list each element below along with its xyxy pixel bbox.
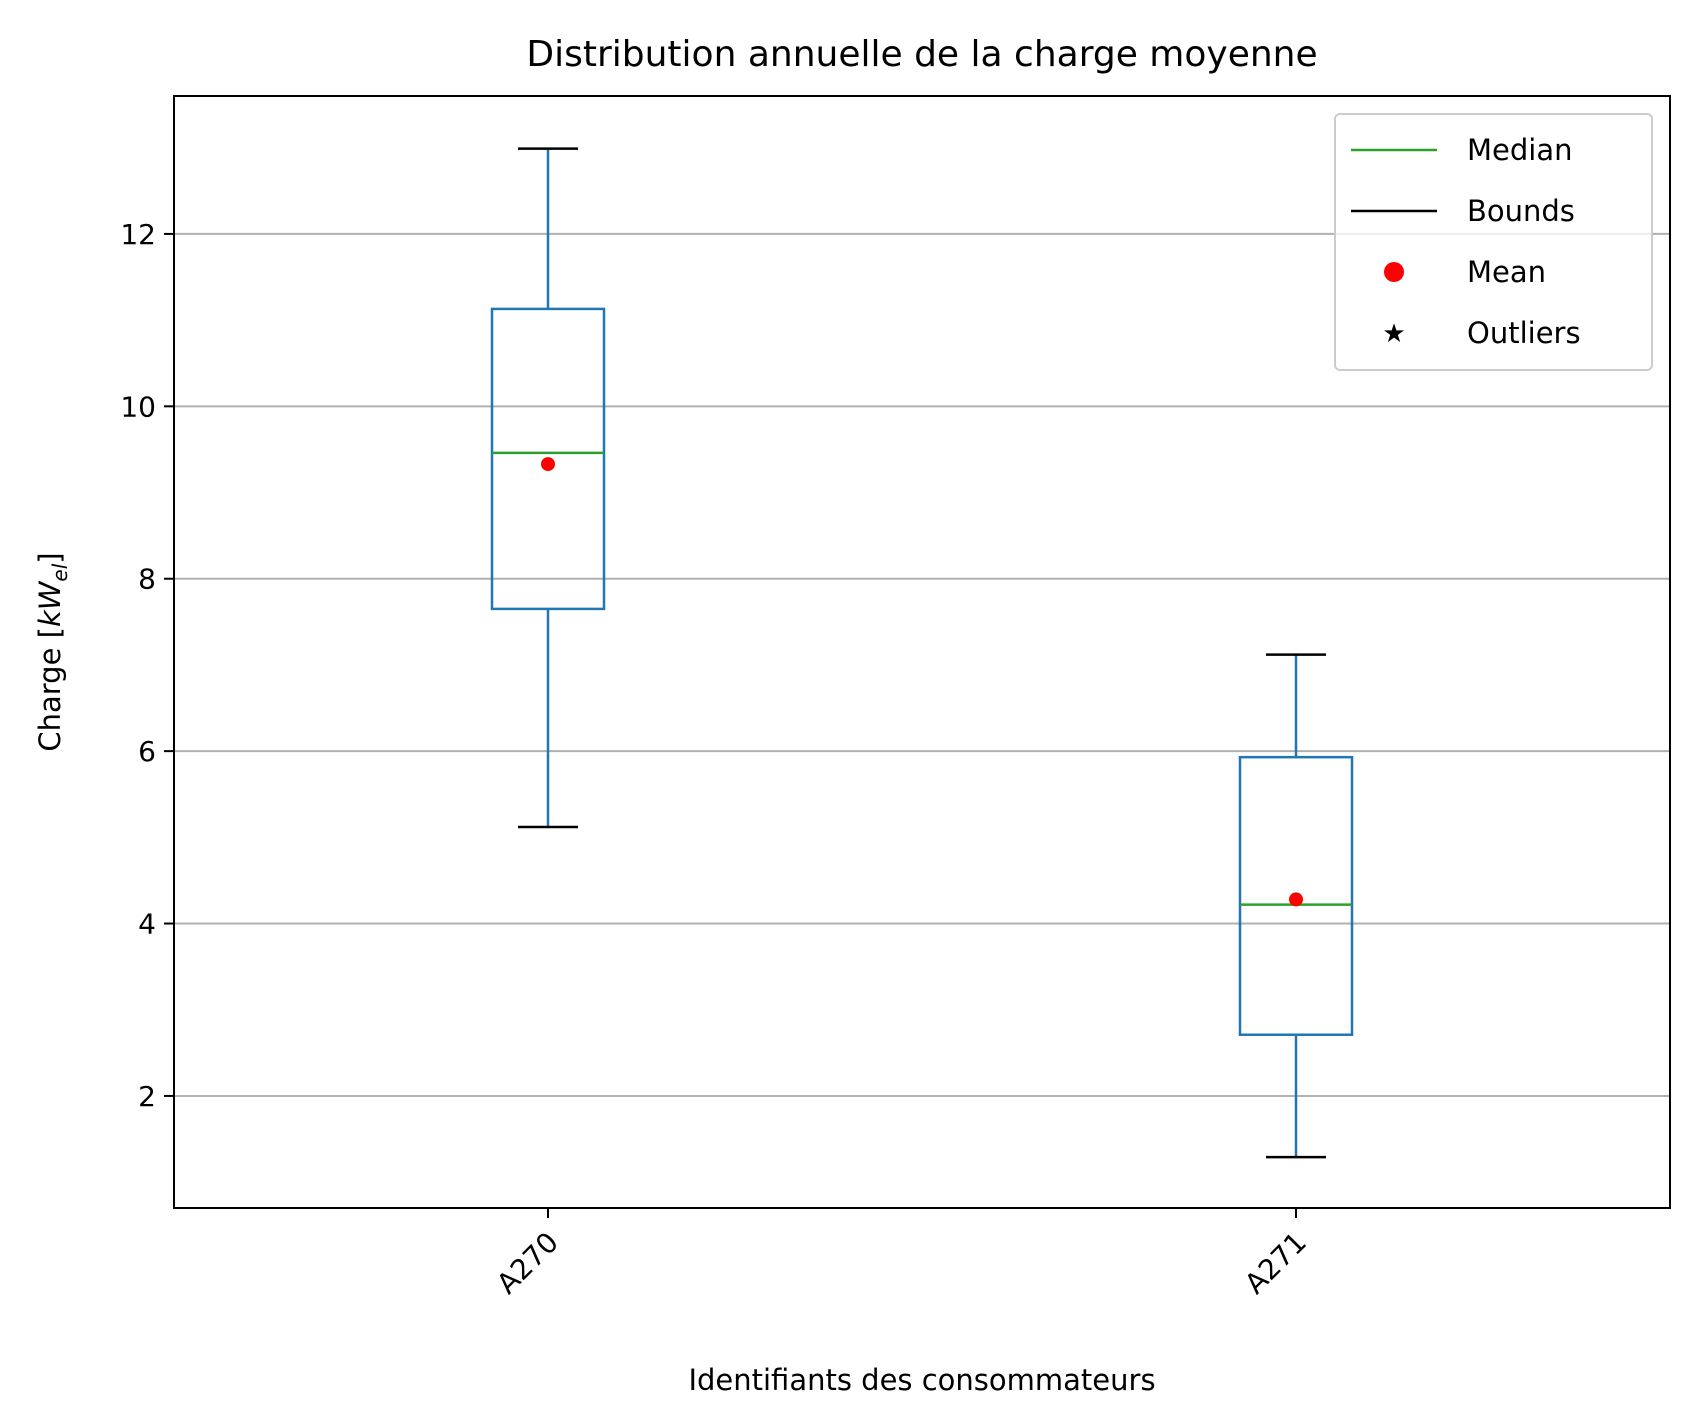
legend-item: Median: [1351, 133, 1572, 167]
y-tick-label: 6: [138, 735, 156, 768]
legend-dot-icon: [1384, 262, 1404, 282]
legend-label: Mean: [1467, 255, 1546, 289]
x-axis-ticks: A270 A271: [490, 1208, 1313, 1300]
legend: Median Bounds Mean ★ Outliers: [1334, 113, 1653, 371]
legend-frame: [1334, 113, 1653, 371]
y-tick-label: 2: [138, 1080, 156, 1113]
legend-label: Median: [1467, 133, 1572, 167]
legend-label: Bounds: [1467, 194, 1575, 228]
y-axis-label-main: Charge [: [33, 627, 67, 752]
box-group: [490, 147, 606, 829]
legend-item: Bounds: [1351, 194, 1575, 228]
y-tick-label: 8: [138, 563, 156, 596]
grid-lines: [174, 232, 1670, 1097]
x-tick-label: A271: [1238, 1226, 1313, 1301]
y-tick-label: 12: [120, 218, 156, 251]
legend-label: Outliers: [1467, 316, 1581, 350]
legend-item: ★ Outliers: [1382, 316, 1580, 350]
box-group: [1238, 653, 1354, 1159]
mean-point: [541, 457, 555, 472]
mean-point: [1289, 892, 1303, 907]
y-axis-label-variable: kW: [33, 580, 67, 627]
plot-frame: [173, 95, 1671, 1209]
box-iqr: [1238, 755, 1354, 1036]
y-axis-label: Charge [kWel]: [33, 552, 72, 751]
y-tick-label: 4: [138, 908, 156, 941]
legend-item: Mean: [1384, 255, 1546, 289]
y-tick-label: 10: [120, 390, 156, 423]
box-plots: [490, 147, 1354, 1159]
legend-star-icon: ★: [1382, 319, 1405, 349]
chart-title: Distribution annuelle de la charge moyen…: [526, 34, 1317, 75]
x-axis-label: Identifiants des consommateurs: [688, 1363, 1155, 1397]
x-tick-label: A270: [490, 1226, 565, 1301]
y-axis-label-end: ]: [33, 552, 67, 563]
y-axis-label-subscript: el: [48, 563, 72, 581]
box-iqr: [490, 307, 606, 611]
y-axis-ticks: 2 4 6 8 10 12: [120, 218, 174, 1113]
